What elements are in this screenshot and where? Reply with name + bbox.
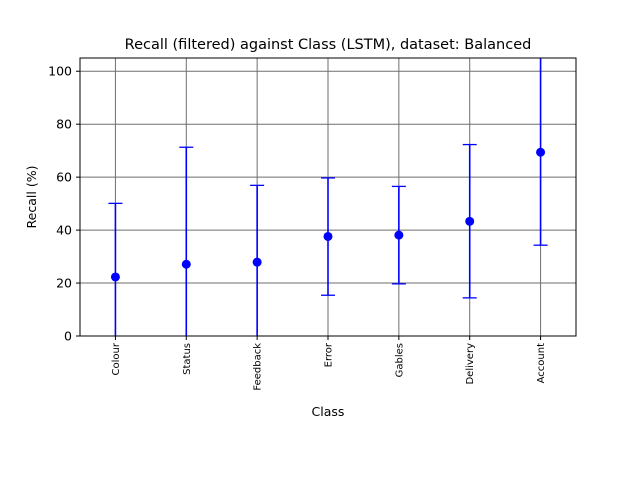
data-point	[252, 257, 262, 267]
data-point	[536, 147, 546, 157]
x-axis-ticks: Colour Status Feedback Error Gables Delivery A…	[111, 336, 547, 391]
y-axis-label: Recall (%)	[24, 166, 39, 229]
y-tick-label: 80	[56, 117, 72, 132]
x-tick-label: Feedback	[253, 343, 264, 391]
data-point	[110, 272, 120, 282]
data-point	[181, 259, 191, 269]
y-tick-label: 60	[56, 170, 72, 185]
data-points	[110, 147, 546, 282]
x-axis-label: Class	[312, 404, 345, 419]
data-point	[394, 230, 404, 240]
x-tick-label: Delivery	[465, 343, 476, 385]
y-tick-label: 40	[56, 223, 72, 238]
data-point	[465, 216, 475, 226]
error-bar	[108, 202, 123, 336]
data-point	[323, 231, 333, 241]
chart-title: Recall (filtered) against Class (LSTM), …	[125, 37, 532, 53]
x-tick-label: Account	[536, 343, 547, 383]
y-tick-label: 0	[64, 329, 72, 344]
error-bar	[179, 146, 194, 336]
x-tick-label: Colour	[111, 342, 122, 375]
y-tick-label: 100	[48, 64, 72, 79]
y-axis-ticks: 0 20 40 60 80 100	[48, 64, 80, 344]
x-tick-label: Gables	[394, 343, 405, 377]
x-tick-label: Status	[182, 343, 193, 375]
x-tick-label: Error	[324, 342, 335, 367]
y-tick-label: 20	[56, 276, 72, 291]
